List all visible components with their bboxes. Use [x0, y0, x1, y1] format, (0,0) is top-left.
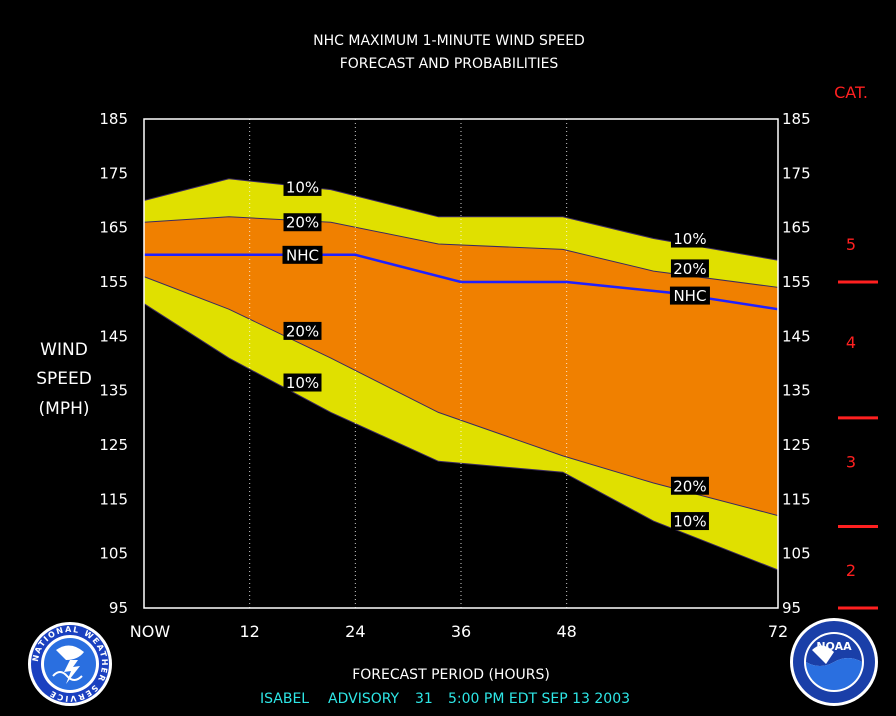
annotation-label-10pct: 10% [673, 230, 706, 248]
annotation-label-nhc: NHC [673, 287, 706, 305]
y-axis-label-line3: (MPH) [39, 399, 90, 419]
annotation-box-1 [283, 213, 322, 232]
y-tick-left-175: 175 [99, 164, 128, 182]
y-tick-right-115: 115 [782, 490, 811, 508]
y-tick-right-185: 185 [782, 110, 811, 128]
annotation-box-7 [669, 286, 710, 305]
annotation-box-6 [670, 259, 709, 278]
noaa-logo: NOAA [790, 618, 878, 706]
y-tick-left-185: 185 [99, 110, 128, 128]
band-edge-10pct-lower [143, 303, 779, 571]
y-tick-left-155: 155 [99, 273, 128, 291]
advisory-time: 5:00 PM EDT SEP 13 2003 [448, 691, 630, 707]
annotation-label-20pct: 20% [673, 477, 706, 495]
y-tick-right-155: 155 [782, 273, 811, 291]
category-2: 2 [846, 561, 856, 580]
storm-name: ISABEL [260, 691, 309, 707]
annotation-box-9 [670, 512, 709, 531]
annotation-box-4 [283, 373, 322, 392]
plot-frame [143, 118, 779, 609]
annotation-label-20pct: 20% [286, 322, 319, 340]
annotation-label-10pct: 10% [673, 513, 706, 531]
y-tick-right-105: 105 [782, 545, 811, 563]
y-tick-left-115: 115 [99, 490, 128, 508]
chart-title: NHC MAXIMUM 1-MINUTE WIND SPEED [313, 33, 585, 49]
x-tick-72: 72 [768, 622, 788, 641]
y-tick-right-135: 135 [782, 382, 811, 400]
category-4: 4 [846, 333, 856, 352]
advisory-label: ADVISORY [328, 691, 400, 707]
x-axis-label: FORECAST PERIOD (HOURS) [352, 667, 550, 683]
y-tick-right-95: 95 [782, 599, 801, 617]
x-tick-48: 48 [556, 622, 576, 641]
band-edge-20pct-lower [143, 276, 779, 517]
national-weather-service-logo: NATIONAL WEATHER SERVICE [28, 622, 112, 706]
noaa-logo-text: NOAA [816, 640, 852, 653]
advisory-number: 31 [415, 691, 433, 707]
y-tick-right-145: 145 [782, 327, 811, 345]
y-tick-left-125: 125 [99, 436, 128, 454]
y-axis-label-line1: WIND [40, 340, 88, 360]
y-tick-right-125: 125 [782, 436, 811, 454]
annotation-box-3 [283, 321, 322, 340]
cloud-icon [56, 645, 84, 660]
x-tick-24: 24 [345, 622, 365, 641]
y-tick-right-165: 165 [782, 219, 811, 237]
x-tick-NOW: NOW [130, 622, 171, 641]
band-edge-10pct-upper [143, 178, 779, 261]
annotation-label-20pct: 20% [673, 260, 706, 278]
category-header: CAT. [834, 83, 868, 102]
annotation-label-nhc: NHC [286, 246, 319, 264]
y-tick-left-165: 165 [99, 219, 128, 237]
annotation-box-5 [670, 229, 709, 248]
category-5: 5 [846, 235, 856, 254]
x-tick-12: 12 [239, 622, 259, 641]
seagull-icon [812, 645, 834, 664]
y-tick-left-105: 105 [99, 545, 128, 563]
annotation-label-20pct: 20% [286, 214, 319, 232]
category-3: 3 [846, 452, 856, 471]
plot-area: 185 185 175 175 165 165 155 155 145 145 135 135 125 1… [99, 110, 810, 641]
band-20-percent [144, 216, 778, 516]
chart-subtitle: FORECAST AND PROBABILITIES [340, 56, 559, 72]
y-tick-right-175: 175 [782, 164, 811, 182]
annotation-box-8 [670, 476, 709, 495]
y-tick-left-135: 135 [99, 382, 128, 400]
x-tick-36: 36 [451, 622, 471, 641]
lightning-icon [64, 660, 80, 684]
annotation-box-0 [283, 177, 322, 196]
advisory-footer: ISABEL ADVISORY 31 5:00 PM EDT SEP 13 20… [260, 691, 630, 707]
annotation-label-10pct: 10% [286, 178, 319, 196]
y-tick-left-145: 145 [99, 327, 128, 345]
annotation-label-10pct: 10% [286, 374, 319, 392]
y-axis-label-line2: SPEED [36, 369, 92, 389]
annotation-box-2 [282, 245, 323, 264]
y-tick-left-95: 95 [109, 599, 128, 617]
band-edge-20pct-upper [143, 216, 779, 288]
